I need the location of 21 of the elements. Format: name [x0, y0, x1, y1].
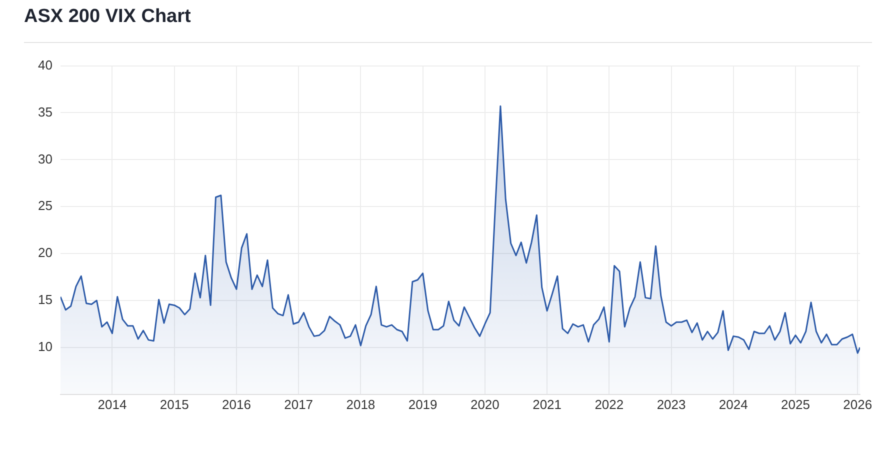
y-tick-label: 20: [38, 245, 52, 260]
y-tick-label: 25: [38, 198, 52, 214]
x-tick-label: 2015: [160, 396, 189, 412]
x-tick-label: 2025: [781, 396, 810, 412]
y-tick-label: 10: [38, 339, 52, 354]
x-tick-label: 2014: [98, 396, 127, 412]
x-tick-label: 2024: [718, 396, 748, 412]
x-tick-label: 2022: [594, 396, 624, 412]
x-tick-label: 2023: [656, 396, 686, 412]
x-tick-label: 2020: [470, 396, 500, 412]
x-tick-label: 2026: [843, 396, 872, 412]
y-tick-label: 40: [38, 57, 52, 72]
y-tick-label: 30: [38, 151, 52, 166]
x-tick-label: 2018: [346, 396, 376, 412]
y-tick-label: 15: [38, 292, 52, 308]
x-tick-label: 2021: [532, 396, 562, 412]
y-tick-label: 35: [38, 104, 52, 120]
chart-title: ASX 200 VIX Chart: [24, 6, 191, 28]
x-tick-label: 2017: [284, 396, 314, 412]
x-tick-label: 2016: [222, 396, 251, 412]
x-tick-label: 2019: [408, 396, 438, 412]
